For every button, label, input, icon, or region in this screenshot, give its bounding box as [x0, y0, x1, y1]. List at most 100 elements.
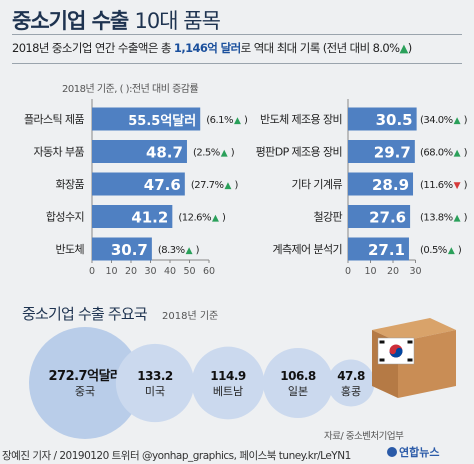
section-note: 2018년 기준	[162, 311, 219, 322]
data-label: 55.5억달러	[128, 113, 196, 129]
flag-trigram-icon	[379, 340, 385, 344]
change-paren: )	[464, 148, 468, 159]
change-label: (13.8%	[420, 213, 453, 224]
bubble	[115, 343, 195, 423]
bar	[348, 140, 415, 163]
category-label: 반도체 제조용 장비	[260, 113, 342, 126]
logo-icon	[387, 447, 397, 457]
bar	[348, 107, 417, 131]
change-paren: )	[196, 245, 200, 256]
bubble	[262, 347, 334, 419]
bubble-value: 47.8	[337, 369, 365, 383]
data-label: 27.6	[369, 209, 406, 227]
change-label: (2.5%	[193, 148, 220, 159]
change-paren: )	[458, 245, 462, 256]
bar	[348, 205, 411, 228]
change-label: (6.1%	[206, 115, 233, 126]
bar	[92, 237, 152, 261]
bar	[92, 205, 173, 228]
flag-trigram-icon	[407, 340, 413, 344]
source-text: 자료/ 중소벤처기업부	[324, 431, 404, 442]
bubble-category: 중국	[75, 385, 95, 398]
tick-label: 20	[387, 266, 399, 277]
tick-label: 0	[89, 266, 95, 277]
flag-trigram-icon	[407, 358, 413, 362]
change-label: (34.0%	[420, 115, 453, 126]
bubble-value: 133.2	[137, 369, 173, 383]
bar	[348, 237, 409, 261]
category-label: 자동차 부품	[34, 146, 85, 159]
category-label: 계측제어 분석기	[272, 243, 342, 256]
change-label: (12.6%	[178, 213, 211, 224]
up-arrow-icon: ▲	[399, 41, 408, 55]
page-title: 중소기업 수출 10대 품목	[12, 5, 221, 35]
bubble-value: 106.8	[280, 369, 316, 383]
subtitle-value: 1,146억 달러	[173, 41, 241, 55]
bar	[92, 107, 201, 131]
change-label: (68.0%	[420, 148, 453, 159]
divider	[12, 63, 462, 64]
tick-label: 0	[345, 266, 351, 277]
change-paren: )	[231, 148, 235, 159]
tick-label: 60	[203, 266, 215, 277]
category-label: 평판DP 제조용 장비	[256, 146, 342, 159]
subtitle-post: 로 역대 최대 기록 (전년 대비 8.0%	[240, 41, 400, 55]
up-arrow-icon: ▲	[454, 214, 461, 224]
category-label: 화장품	[55, 178, 84, 191]
category-label: 반도체	[55, 243, 84, 256]
bubble	[327, 359, 375, 407]
bar	[348, 172, 414, 196]
change-paren: )	[234, 180, 238, 191]
category-label: 합성수지	[46, 211, 84, 224]
change-label: (0.5%	[420, 245, 447, 256]
bar	[92, 172, 185, 196]
box-top-icon	[372, 318, 456, 342]
category-label: 플라스틱 제품	[24, 113, 84, 126]
section-title: 중소기업 수출 주요국	[22, 305, 148, 323]
bubble-value: 114.9	[210, 369, 246, 383]
subtitle: 2018년 중소기업 연간 수출액은 총 1,146억 달러로 역대 최대 기록…	[12, 40, 412, 56]
flag-trigram-icon	[379, 358, 385, 362]
up-arrow-icon: ▲	[454, 116, 461, 126]
tick-label: 30	[409, 266, 421, 277]
data-label: 47.6	[144, 176, 181, 194]
tick-label: 10	[364, 266, 376, 277]
tick-label: 50	[183, 266, 195, 277]
bar	[92, 140, 187, 163]
data-label: 27.1	[368, 241, 405, 259]
category-label: 철강판	[313, 211, 342, 224]
change-paren: )	[244, 115, 248, 126]
flag-emblem-icon	[389, 347, 403, 358]
change-paren: )	[222, 213, 226, 224]
subtitle-pre: 2018년 중소기업 연간 수출액은 총	[12, 41, 171, 55]
data-label: 30.5	[376, 111, 413, 129]
up-arrow-icon: ▲	[212, 214, 219, 224]
chart-note: 2018년 기준, ( ):전년 대비 증감률	[62, 84, 199, 95]
logo: 연합뉴스	[387, 444, 439, 460]
tick-label: 20	[125, 266, 137, 277]
data-label: 29.7	[374, 144, 411, 162]
bubble-category: 일본	[288, 384, 308, 398]
up-arrow-icon: ▲	[224, 181, 231, 191]
bubble	[29, 327, 141, 439]
change-paren: )	[464, 213, 468, 224]
category-label: 기타 기계류	[292, 178, 343, 191]
subtitle-end: )	[407, 41, 412, 55]
up-arrow-icon: ▲	[234, 116, 241, 126]
title-sub: 10대 품목	[134, 9, 221, 33]
divider	[12, 34, 462, 35]
change-paren: )	[464, 180, 468, 191]
bubble	[191, 346, 265, 420]
change-label: (27.7%	[191, 180, 224, 191]
up-arrow-icon: ▲	[448, 246, 455, 256]
tick-label: 10	[105, 266, 117, 277]
bubble-category: 홍콩	[341, 384, 361, 398]
bubble-category: 미국	[145, 385, 165, 398]
change-label: (11.6%	[420, 180, 453, 191]
title-main: 중소기업 수출	[12, 9, 129, 33]
up-arrow-icon: ▲	[186, 246, 193, 256]
tick-label: 40	[164, 266, 176, 277]
bubble-category: 베트남	[213, 385, 243, 398]
data-label: 30.7	[111, 241, 148, 259]
